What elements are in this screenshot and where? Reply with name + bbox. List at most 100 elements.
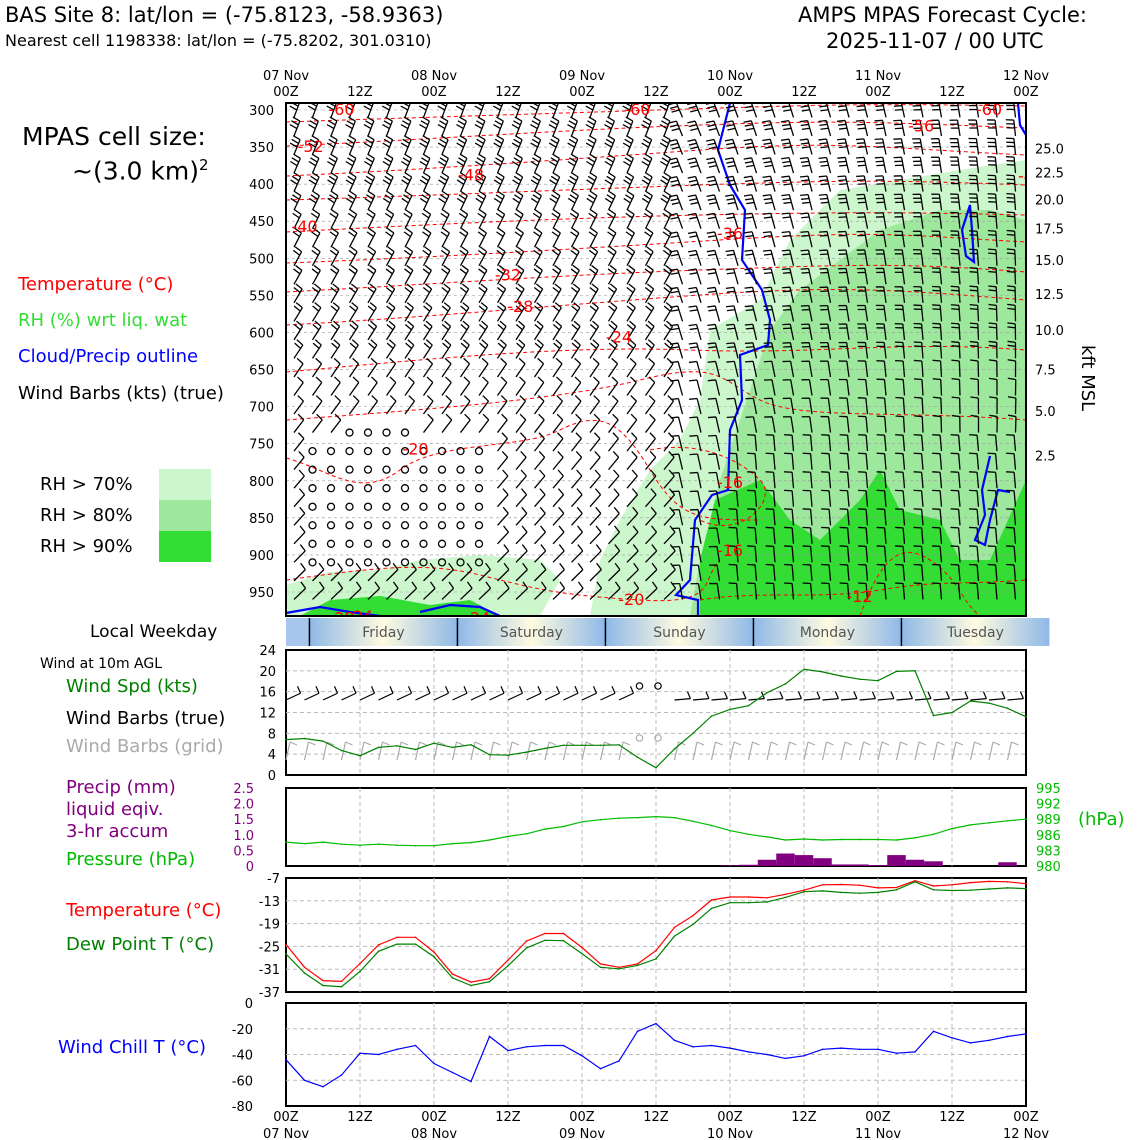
legend-rh90-label: RH > 90% xyxy=(40,536,133,557)
wind-barb xyxy=(747,471,758,489)
wind-barb-true-flag xyxy=(1001,691,1006,699)
wind-barb-grid xyxy=(692,741,698,761)
pressure-tick-label: 350 xyxy=(249,141,274,156)
wind-barb xyxy=(969,545,980,563)
calm-circle xyxy=(308,446,317,456)
wind-barb xyxy=(932,582,943,600)
wind-barb-grid-flag xyxy=(456,741,464,746)
wind-barb-grid-flag xyxy=(548,741,557,746)
wind-barb xyxy=(912,138,924,155)
wind-barb xyxy=(441,562,454,582)
wind-barb-grid xyxy=(877,741,883,761)
wind-barb xyxy=(459,320,470,341)
calm-circle xyxy=(382,539,391,548)
wind-barb xyxy=(687,194,702,211)
wind-barb xyxy=(382,116,393,137)
wind-barb-grid-flag xyxy=(826,741,834,746)
precip-bar xyxy=(794,855,814,866)
wind-barb xyxy=(663,395,675,415)
precip-ytick: 2.0 xyxy=(233,798,254,813)
wind-barb-true-flag xyxy=(426,686,431,694)
wind-barb xyxy=(385,339,396,359)
wind-barb xyxy=(404,320,415,341)
windchill-line-point xyxy=(729,1047,731,1049)
wind-barb xyxy=(895,396,906,415)
pressure-tick-label: 750 xyxy=(249,438,274,453)
wind-barb xyxy=(968,103,980,118)
wind-barb xyxy=(478,302,488,322)
wind-barb xyxy=(289,103,301,118)
wind-barb xyxy=(988,359,998,377)
wind-barb xyxy=(744,323,758,341)
wind-barb xyxy=(874,156,887,174)
dewpoint-line-point xyxy=(544,939,546,942)
temp-ytick: -13 xyxy=(259,895,280,910)
isotherm xyxy=(286,264,1026,293)
wind-barb-true xyxy=(489,692,505,701)
wind-barb xyxy=(385,376,397,396)
precip-ytick: 1.0 xyxy=(233,829,254,844)
wind-ytick: 24 xyxy=(259,644,276,659)
wind-barb xyxy=(460,562,473,582)
wind-barb xyxy=(799,119,813,137)
wind-barb xyxy=(626,357,637,378)
wind-barb xyxy=(533,450,546,471)
wind-barb xyxy=(441,320,452,341)
wind-barb xyxy=(688,323,702,341)
pressure-line-point xyxy=(581,821,583,823)
wind-barb xyxy=(1007,396,1017,415)
windchill-line-point xyxy=(544,1044,546,1047)
temperature-line-point xyxy=(895,886,898,889)
temp-ytick: -37 xyxy=(259,986,280,1001)
isotherm xyxy=(286,371,1026,421)
wind-barb xyxy=(663,562,676,582)
wind-barb xyxy=(913,267,924,285)
calm-circle xyxy=(345,558,354,567)
wind-barb xyxy=(496,450,509,471)
calm-circle xyxy=(400,539,410,548)
wind-barb xyxy=(781,249,795,266)
wind-barb xyxy=(604,190,616,211)
wind-barb xyxy=(820,397,832,415)
wind-barb xyxy=(1006,156,1017,174)
wind-barb xyxy=(515,376,526,396)
wind-barb xyxy=(765,563,776,581)
wind-barb xyxy=(987,489,998,507)
windchill-line-point xyxy=(969,1042,972,1044)
wind-barb xyxy=(932,304,943,322)
wind-barb xyxy=(511,135,523,155)
wind-barb xyxy=(728,563,739,581)
wind-barb xyxy=(312,581,325,600)
wind-barb xyxy=(348,283,359,304)
forecast-title: AMPS MPAS Forecast Cycle: xyxy=(798,3,1087,27)
wind-barb xyxy=(496,302,507,322)
precip-ytick: 0 xyxy=(246,860,254,875)
isotherm xyxy=(286,289,1026,326)
temperature-line-point xyxy=(988,880,990,883)
wind-barb xyxy=(837,230,850,248)
wind-barb xyxy=(708,490,721,507)
wind-barb xyxy=(478,562,491,582)
bottom-hour-label: 00Z xyxy=(273,1110,299,1125)
wind-barb xyxy=(858,452,869,470)
calm-circle xyxy=(363,539,373,548)
wind-barb xyxy=(821,526,832,544)
isotherm-label: -28 xyxy=(507,297,533,316)
wind-barb xyxy=(726,360,739,378)
wind-barb xyxy=(838,341,850,359)
wind-barb xyxy=(762,175,776,192)
wind-barb xyxy=(493,153,505,174)
wind-barb xyxy=(367,264,377,285)
wind-barb xyxy=(671,508,684,526)
wind-barb xyxy=(607,339,618,359)
calm-circle xyxy=(419,465,428,474)
wind-barb xyxy=(1005,137,1017,155)
wind-barb xyxy=(608,544,621,563)
calm-circle xyxy=(400,428,410,437)
wind-barb-true xyxy=(766,698,783,701)
wind-barb xyxy=(663,302,673,322)
wind-barb-true xyxy=(433,692,449,701)
wind-barb xyxy=(496,283,507,304)
wind-speed-line-point xyxy=(525,751,528,753)
